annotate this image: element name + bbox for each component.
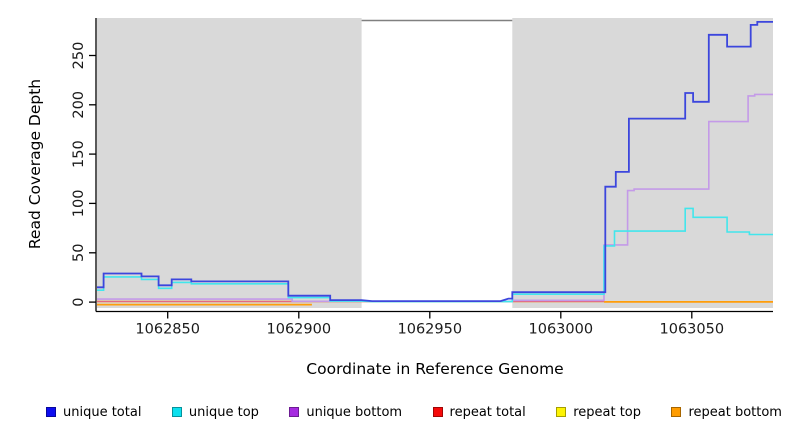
y-tick-label: 200 [71,91,87,119]
legend-item-unique-bottom: unique bottom [289,405,402,420]
legend-swatch-icon [289,407,300,417]
y-tick-label: 0 [71,297,87,306]
series-line-unique-total [97,20,773,303]
legend-label: unique bottom [306,404,403,420]
legend: unique total unique top unique bottom repea… [46,399,782,425]
legend-swatch-icon [671,407,682,417]
legend-swatch-icon [171,407,182,417]
mask-region [361,17,513,308]
legend-item-unique-top: unique top [171,404,259,420]
legend-label: repeat bottom [688,404,782,420]
y-tick-label: 50 [71,244,87,262]
y-tick-label: 250 [71,42,87,70]
legend-item-repeat-top: repeat top [556,405,641,420]
x-axis-title: Coordinate in Reference Genome [306,360,564,378]
legend-swatch-icon [46,407,56,417]
x-tick-label: 1062850 [135,322,200,338]
x-tick-label: 1063050 [660,322,725,338]
x-tick-label: 1063000 [529,322,594,338]
y-tick-label: 100 [71,190,87,218]
legend-swatch-icon [556,407,567,417]
y-tick-label: 150 [71,140,87,168]
legend-label: unique total [63,404,142,420]
legend-item-repeat-bottom: repeat bottom [671,405,782,420]
legend-item-repeat-total: repeat total [432,404,526,420]
y-axis: 0 50 100 150 200 250 [71,18,97,312]
x-tick-label: 1062950 [398,322,463,338]
y-axis-title: Read Coverage Depth [26,78,44,250]
legend-item-unique-total: unique total [46,405,141,420]
legend-label: repeat total [449,404,526,420]
x-axis: 1062850 1062900 1062950 1063000 1063050 [96,310,773,338]
legend-label: unique top [188,404,259,420]
legend-swatch-icon [432,407,443,417]
coverage-plot: 1062850 1062900 1062950 1063000 1063050 0 50 10… [71,17,773,338]
legend-label: repeat top [573,404,641,420]
x-tick-label: 1062900 [267,322,332,338]
